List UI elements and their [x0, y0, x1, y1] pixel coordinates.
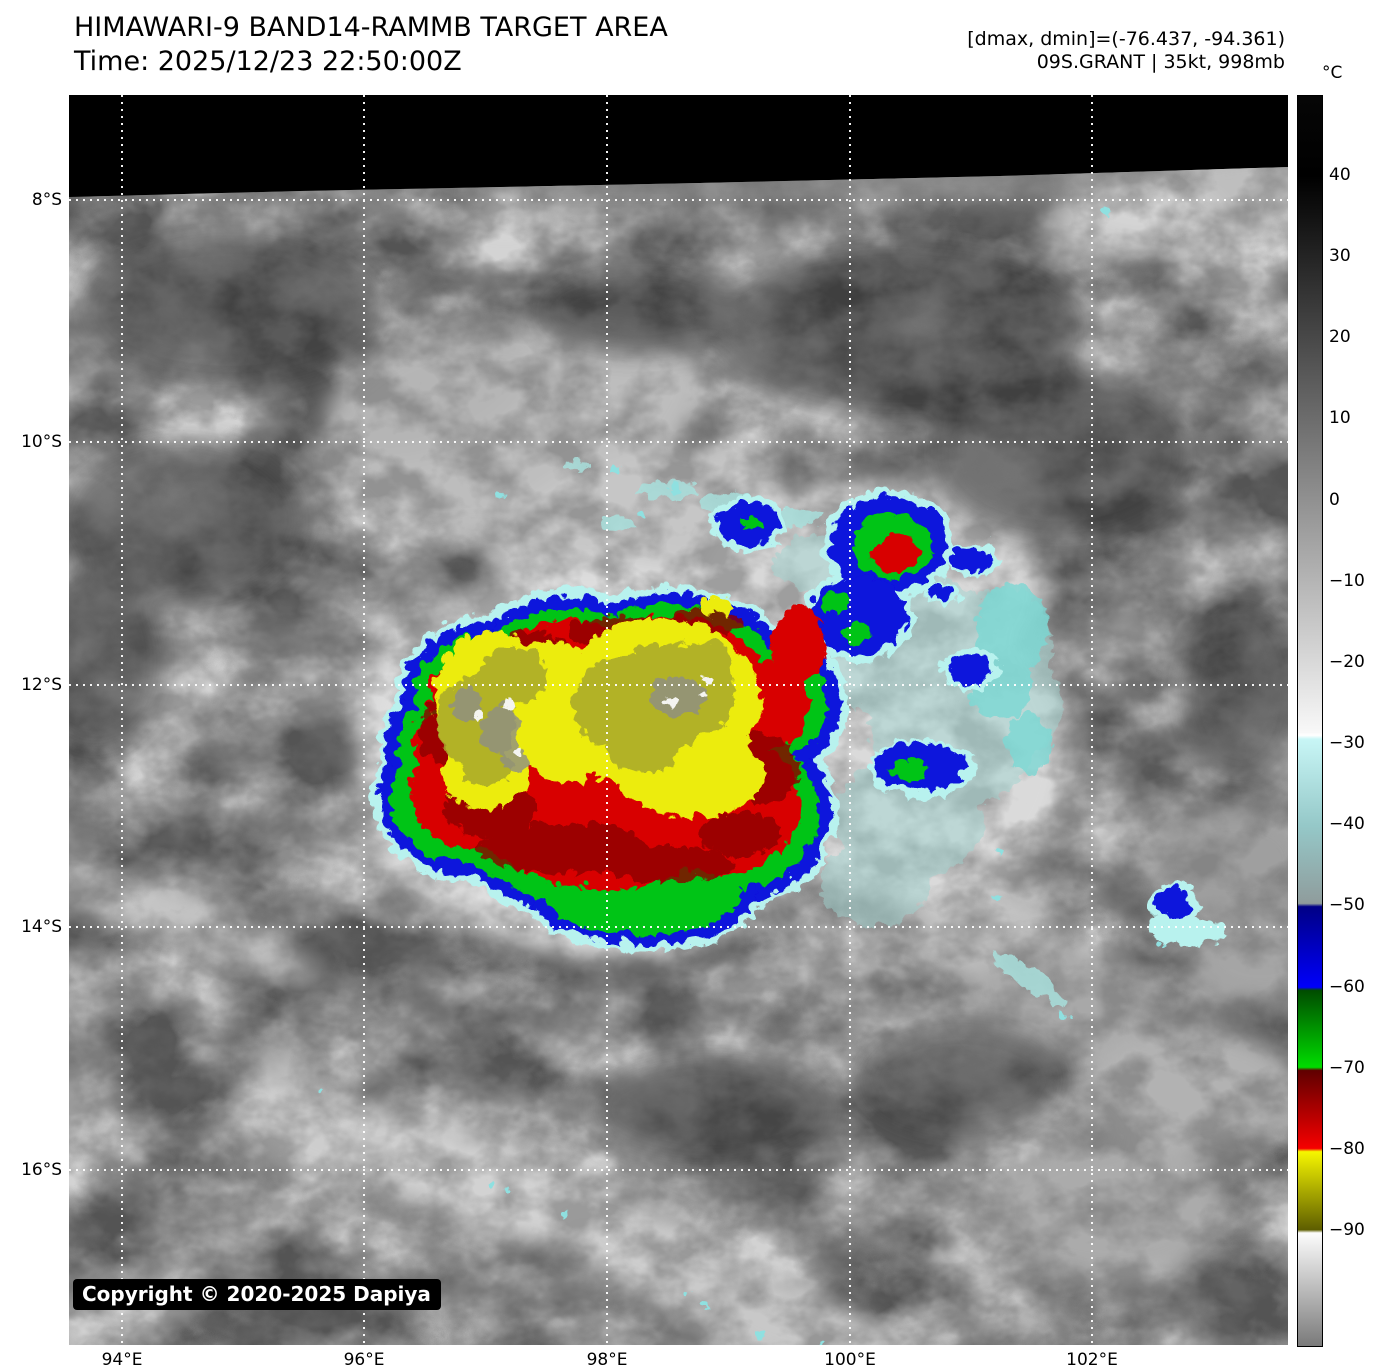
- cbar-tick-m80: −80: [1329, 1139, 1365, 1159]
- lat-label-8s: 8°S: [31, 190, 62, 210]
- cbar-tick-m60: −60: [1329, 977, 1365, 997]
- cbar-tick-m90: −90: [1329, 1220, 1365, 1240]
- cbar-tick-30: 30: [1329, 246, 1351, 266]
- cyan-specks: [312, 203, 1164, 1345]
- page-title: HIMAWARI-9 BAND14-RAMMB TARGET AREA: [74, 12, 668, 43]
- dmax-dmin-label: [dmax, dmin]=(-76.437, -94.361): [967, 28, 1285, 50]
- colorbar-unit-label: °C: [1322, 63, 1343, 83]
- lon-label-96e: 96°E: [343, 1350, 385, 1370]
- lon-label-98e: 98°E: [586, 1350, 628, 1370]
- temperature-colorbar: [1297, 95, 1323, 1347]
- overrange-white-specks: [471, 672, 710, 752]
- lat-label-14s: 14°S: [21, 917, 62, 937]
- lon-label-94e: 94°E: [101, 1350, 143, 1370]
- storm-cold-overlay: [368, 484, 1225, 948]
- overrange-gray-patches: [448, 672, 702, 768]
- lat-label-16s: 16°S: [21, 1160, 62, 1180]
- timestamp-label: Time: 2025/12/23 22:50:00Z: [74, 46, 462, 77]
- lon-label-100e: 100°E: [824, 1350, 876, 1370]
- cbar-tick-0: 0: [1329, 490, 1340, 510]
- storm-info-label: 09S.GRANT | 35kt, 998mb: [1036, 51, 1285, 73]
- cbar-tick-20: 20: [1329, 327, 1351, 347]
- cbar-tick-m30: −30: [1329, 733, 1365, 753]
- cbar-tick-10: 10: [1329, 408, 1351, 428]
- graticule-gridlines: [69, 95, 1288, 1345]
- cbar-tick-m10: −10: [1329, 571, 1365, 591]
- copyright-badge: Copyright © 2020-2025 Dapiya: [73, 1279, 441, 1310]
- cbar-tick-m50: −50: [1329, 895, 1365, 915]
- satellite-map-canvas: [69, 95, 1288, 1345]
- cbar-tick-m20: −20: [1329, 652, 1365, 672]
- lat-label-10s: 10°S: [21, 432, 62, 452]
- lon-label-102e: 102°E: [1066, 1350, 1118, 1370]
- lat-label-12s: 12°S: [21, 675, 62, 695]
- cbar-tick-m40: −40: [1329, 814, 1365, 834]
- satellite-image: Copyright © 2020-2025 Dapiya: [69, 95, 1288, 1345]
- imagery-layer: [69, 167, 1288, 1345]
- cbar-tick-m70: −70: [1329, 1058, 1365, 1078]
- cbar-tick-40: 40: [1329, 165, 1351, 185]
